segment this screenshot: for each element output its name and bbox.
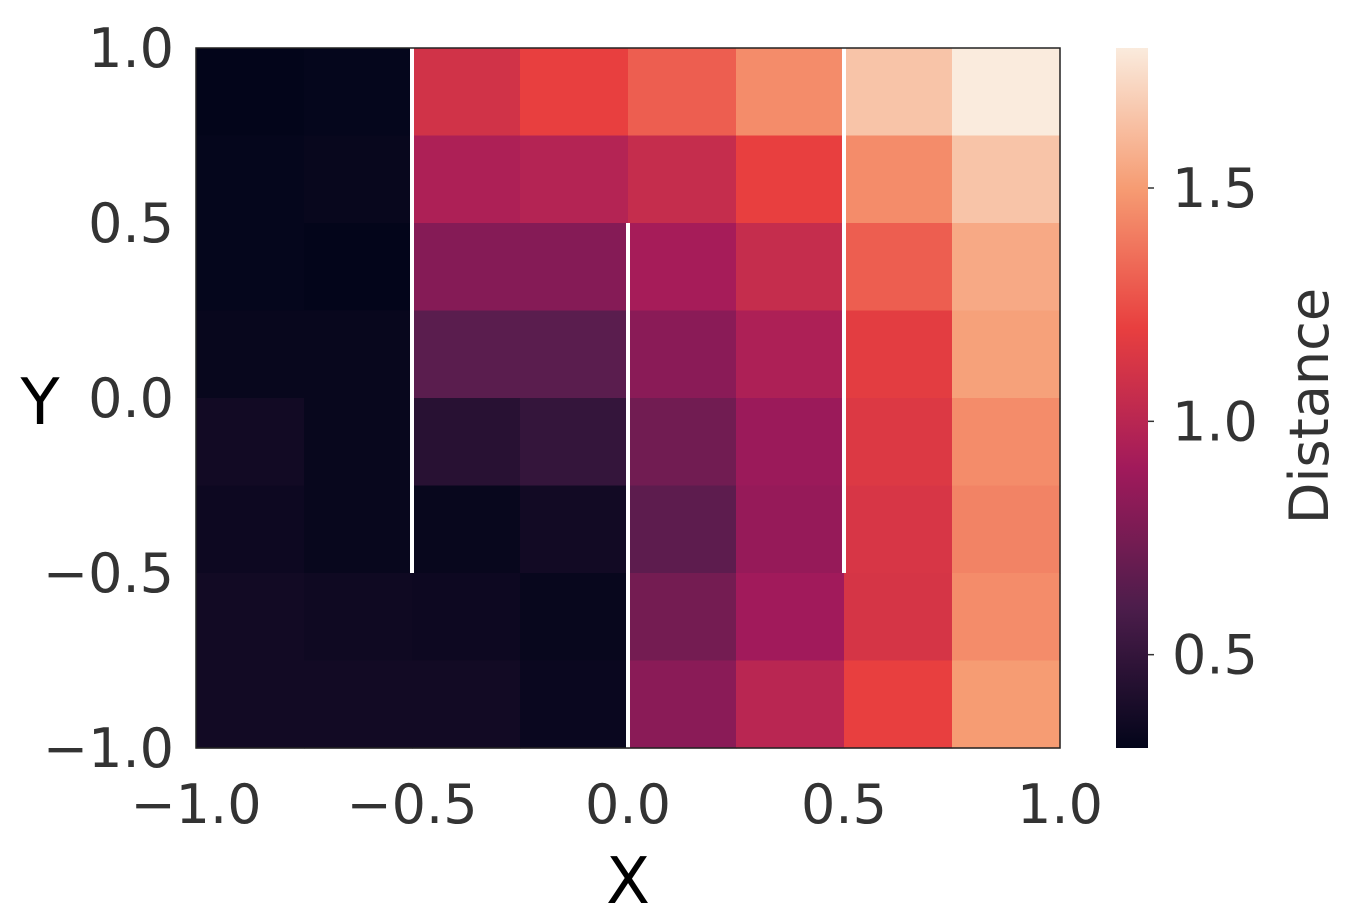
heatmap-cell xyxy=(520,573,629,662)
x-tick-label: 1.0 xyxy=(1017,773,1103,836)
heatmap-cell xyxy=(520,398,629,487)
wall-lines xyxy=(410,48,846,748)
y-tick-labels: −1.0 −0.5 0.0 0.5 1.0 xyxy=(43,17,174,780)
heatmap-cell xyxy=(196,135,305,224)
colorbar xyxy=(1116,48,1148,748)
y-tick-label: −1.0 xyxy=(43,717,174,780)
heatmap-cell xyxy=(196,398,305,487)
heatmap-cell xyxy=(412,135,521,224)
y-tick-label: −0.5 xyxy=(43,542,174,605)
heatmap-cell xyxy=(952,398,1061,487)
heatmap-cell xyxy=(952,135,1061,224)
heatmap-cell xyxy=(196,660,305,749)
heatmap-cell xyxy=(628,223,737,312)
heatmap-cell xyxy=(304,660,413,749)
heatmap-cell xyxy=(952,48,1061,137)
heatmap-cell xyxy=(520,135,629,224)
heatmap-cell xyxy=(304,485,413,574)
heatmap-cell xyxy=(736,398,845,487)
heatmap-cells xyxy=(196,48,1061,749)
heatmap-cell xyxy=(952,310,1061,399)
heatmap-cell xyxy=(628,135,737,224)
heatmap-cell xyxy=(628,398,737,487)
y-tick-label: 0.5 xyxy=(88,192,174,255)
heatmap-cell xyxy=(628,485,737,574)
heatmap-cell xyxy=(628,48,737,137)
y-axis-label: Y xyxy=(19,366,60,440)
colorbar-tick-label: 1.5 xyxy=(1172,157,1258,220)
y-tick-label: 0.0 xyxy=(88,367,174,430)
heatmap-cell xyxy=(412,660,521,749)
heatmap-cell xyxy=(196,573,305,662)
x-tick-label: −0.5 xyxy=(346,773,477,836)
heatmap-cell xyxy=(520,48,629,137)
colorbar-tick-label: 1.0 xyxy=(1172,390,1258,453)
heatmap-cell xyxy=(844,398,953,487)
heatmap-cell xyxy=(736,573,845,662)
heatmap-cell xyxy=(520,310,629,399)
colorbar-tick-labels: 0.5 1.0 1.5 xyxy=(1148,157,1258,687)
heatmap-cell xyxy=(844,660,953,749)
heatmap-cell xyxy=(844,573,953,662)
heatmap-cell xyxy=(304,135,413,224)
heatmap-cell xyxy=(736,485,845,574)
heatmap-cell xyxy=(952,223,1061,312)
x-tick-label: 0.5 xyxy=(801,773,887,836)
heatmap-cell xyxy=(520,485,629,574)
heatmap-cell xyxy=(412,310,521,399)
heatmap-cell xyxy=(844,135,953,224)
heatmap-cell xyxy=(412,485,521,574)
x-tick-label: −1.0 xyxy=(130,773,261,836)
x-tick-labels: −1.0 −0.5 0.0 0.5 1.0 xyxy=(130,773,1103,836)
heatmap-cell xyxy=(196,223,305,312)
colorbar-label: Distance xyxy=(1278,288,1341,524)
heatmap-cell xyxy=(844,223,953,312)
heatmap-cell xyxy=(412,223,521,312)
heatmap-cell xyxy=(196,485,305,574)
x-axis-label: X xyxy=(606,845,650,919)
heatmap-cell xyxy=(844,485,953,574)
heatmap-cell xyxy=(304,310,413,399)
x-tick-label: 0.0 xyxy=(585,773,671,836)
heatmap-cell xyxy=(520,223,629,312)
heatmap-cell xyxy=(736,660,845,749)
heatmap-cell xyxy=(736,48,845,137)
heatmap-cell xyxy=(628,573,737,662)
heatmap-cell xyxy=(304,48,413,137)
heatmap-cell xyxy=(304,573,413,662)
heatmap-cell xyxy=(304,398,413,487)
plot-frame xyxy=(195,47,1061,749)
colorbar-tick-label: 0.5 xyxy=(1172,624,1258,687)
heatmap-cell xyxy=(520,660,629,749)
heatmap-cell xyxy=(196,48,305,137)
heatmap-cell xyxy=(952,573,1061,662)
heatmap-cell xyxy=(196,310,305,399)
heatmap-cell xyxy=(628,660,737,749)
heatmap-cell xyxy=(844,310,953,399)
heatmap-cell xyxy=(736,223,845,312)
heatmap-cell xyxy=(412,48,521,137)
heatmap-cell xyxy=(844,48,953,137)
heatmap-cell xyxy=(736,310,845,399)
heatmap-cell xyxy=(736,135,845,224)
heatmap-cell xyxy=(628,310,737,399)
y-tick-label: 1.0 xyxy=(88,17,174,80)
heatmap-cell xyxy=(304,223,413,312)
heatmap-cell xyxy=(952,485,1061,574)
heatmap-cell xyxy=(412,398,521,487)
heatmap-cell xyxy=(952,660,1061,749)
heatmap-cell xyxy=(412,573,521,662)
